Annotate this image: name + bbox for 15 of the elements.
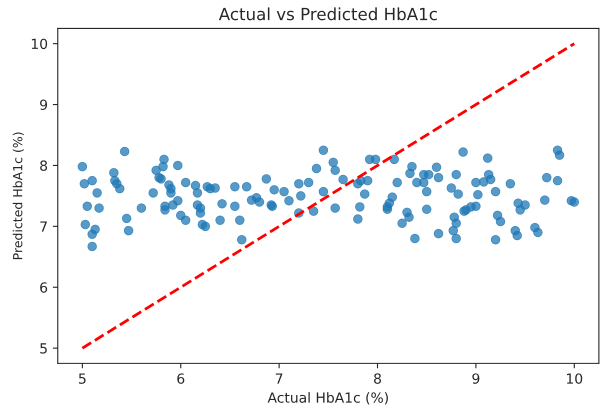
y-tick-label: 7: [40, 221, 47, 232]
x-tick-label: 8: [374, 373, 381, 384]
chart-title: Actual vs Predicted HbA1c: [218, 7, 437, 20]
x-tick-label: 10: [566, 373, 582, 384]
y-tick-label: 5: [40, 343, 47, 354]
y-axis-title: Predicted HbA1c (%): [12, 132, 24, 260]
y-tick-label: 6: [40, 282, 48, 293]
x-tick-label: 5: [79, 374, 86, 384]
y-tick-label: 8: [40, 160, 48, 171]
x-axis-title: Actual HbA1c (%): [268, 392, 388, 404]
x-tick-label: 9: [472, 373, 480, 384]
x-tick-label: 6: [177, 373, 184, 384]
x-tick-label: 7: [276, 374, 282, 384]
y-tick-label: 9: [40, 100, 48, 110]
y-tick-label: 10: [32, 38, 48, 50]
